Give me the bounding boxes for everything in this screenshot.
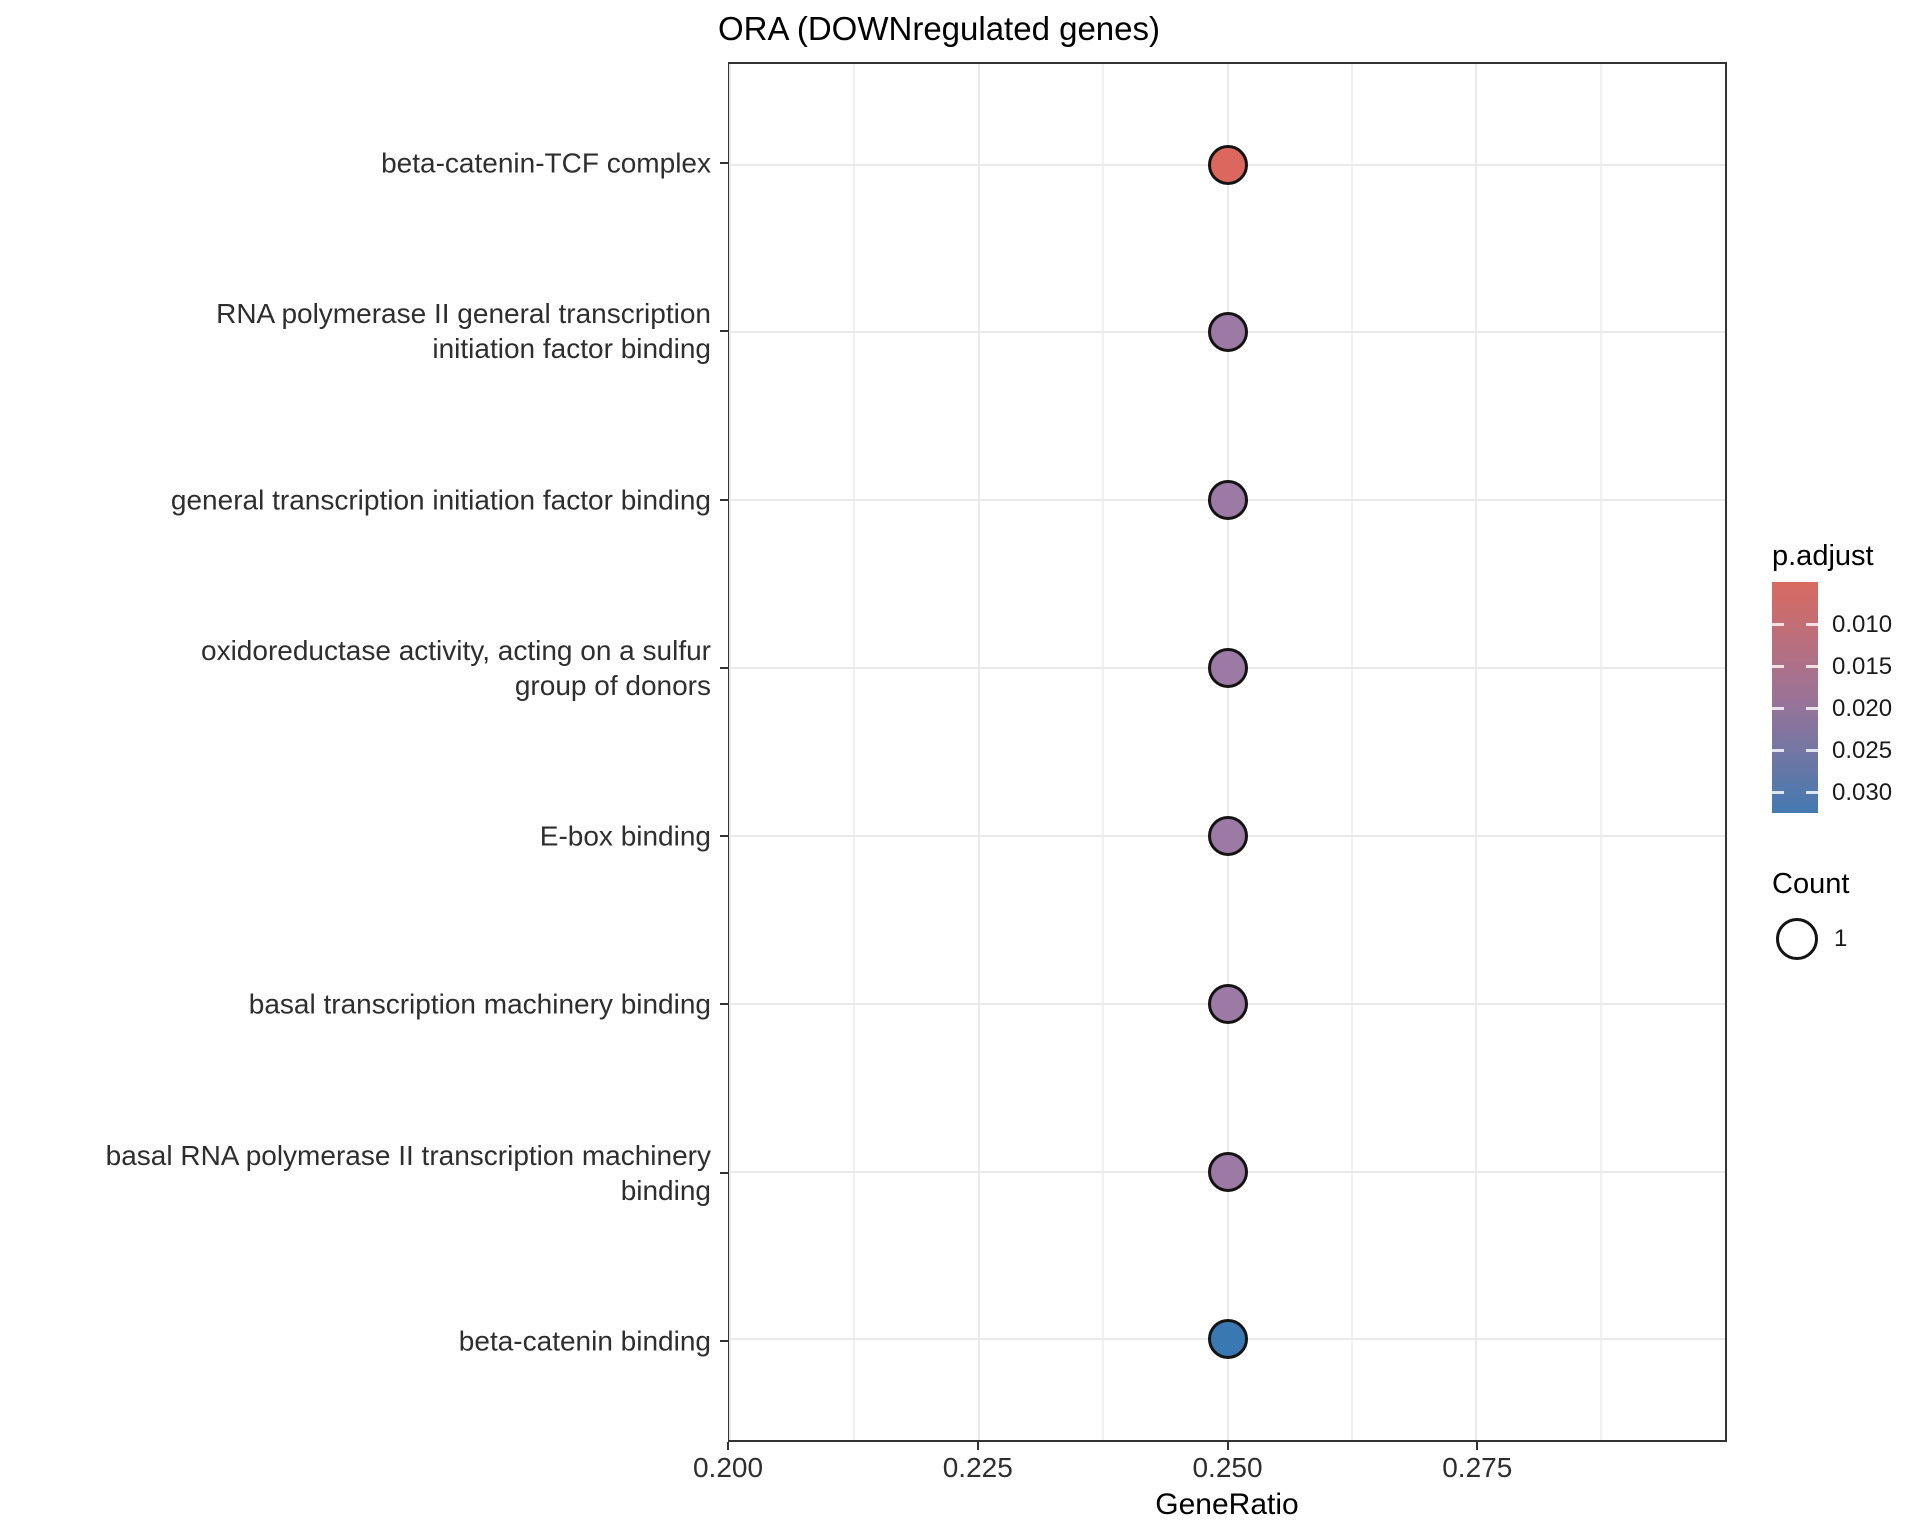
x-axis-tick-label: 0.275 xyxy=(1442,1452,1513,1483)
gradient-tick-dash-left xyxy=(1772,707,1784,711)
x-tick-mark xyxy=(727,1442,729,1450)
x-tick-mark xyxy=(1476,1442,1479,1450)
y-tick-mark xyxy=(720,1003,728,1006)
x-axis-tick-label: 0.225 xyxy=(942,1452,1013,1483)
y-axis-label: RNA polymerase II general transcription … xyxy=(216,298,711,365)
gradient-tick-dash-left xyxy=(1772,749,1784,753)
count-legend-title: Count xyxy=(1772,868,1850,900)
data-point xyxy=(1207,144,1248,185)
x-axis-title: GeneRatio xyxy=(1155,1488,1299,1521)
gridline-vertical-major xyxy=(1226,64,1229,1440)
count-legend-value: 1 xyxy=(1834,925,1848,952)
gridline-vertical-major xyxy=(977,64,980,1440)
y-axis-label: basal transcription machinery binding xyxy=(248,988,711,1020)
gradient-tick-dash-right xyxy=(1806,707,1818,711)
y-tick-mark xyxy=(720,1171,728,1174)
gradient-tick-dash-left xyxy=(1772,623,1784,627)
plot-panel xyxy=(728,62,1727,1442)
y-axis-label: oxidoreductase activity, acting on a sul… xyxy=(201,634,711,701)
data-point xyxy=(1207,312,1248,353)
x-tick-mark xyxy=(976,1442,979,1450)
plot-title: ORA (DOWNregulated genes) xyxy=(718,10,1161,47)
y-tick-mark xyxy=(720,498,728,501)
gridline-vertical-minor xyxy=(1599,64,1602,1440)
data-point xyxy=(1207,815,1248,856)
gridline-vertical-minor xyxy=(1350,64,1353,1440)
y-axis-label: beta-catenin binding xyxy=(458,1325,711,1357)
padjust-legend-title: p.adjust xyxy=(1772,540,1874,572)
y-tick-mark xyxy=(720,161,728,164)
y-axis-label: E-box binding xyxy=(539,820,711,852)
gradient-tick-dash-right xyxy=(1806,791,1818,795)
gradient-tick-dash-right xyxy=(1806,623,1818,627)
y-axis-label: beta-catenin-TCF complex xyxy=(381,147,711,179)
gradient-tick-dash-left xyxy=(1772,791,1784,795)
x-axis-tick-label: 0.200 xyxy=(692,1452,764,1483)
padjust-tick-label: 0.010 xyxy=(1832,610,1893,638)
y-tick-mark xyxy=(720,835,728,838)
data-point xyxy=(1207,1151,1248,1192)
gradient-tick-dash-left xyxy=(1772,665,1784,669)
padjust-tick-label: 0.020 xyxy=(1832,694,1893,722)
gridline-vertical-minor xyxy=(1102,64,1105,1440)
y-tick-mark xyxy=(720,666,728,669)
y-tick-mark xyxy=(720,1340,728,1343)
y-axis-label: basal RNA polymerase II transcription ma… xyxy=(105,1139,711,1206)
data-point xyxy=(1207,983,1248,1024)
count-legend-circle xyxy=(1776,918,1818,960)
padjust-tick-label: 0.030 xyxy=(1832,778,1893,806)
data-point xyxy=(1207,648,1248,689)
gradient-tick-dash-right xyxy=(1806,665,1818,669)
y-tick-mark xyxy=(720,330,728,333)
data-point xyxy=(1207,1319,1248,1360)
padjust-tick-label: 0.025 xyxy=(1832,736,1893,764)
y-axis-label: general transcription initiation factor … xyxy=(170,484,711,516)
x-axis-tick-label: 0.250 xyxy=(1192,1452,1263,1483)
gradient-tick-dash-right xyxy=(1806,749,1818,753)
gridline-vertical-minor xyxy=(853,64,856,1440)
padjust-tick-label: 0.015 xyxy=(1832,652,1893,680)
padjust-gradient-bar xyxy=(1772,582,1818,813)
data-point xyxy=(1207,480,1248,521)
x-tick-mark xyxy=(1226,1442,1229,1450)
y-axis-labels: beta-catenin-TCF complex RNA polymerase I… xyxy=(0,62,711,1442)
gridline-vertical-major xyxy=(729,64,731,1440)
gridline-vertical-major xyxy=(1475,64,1478,1440)
